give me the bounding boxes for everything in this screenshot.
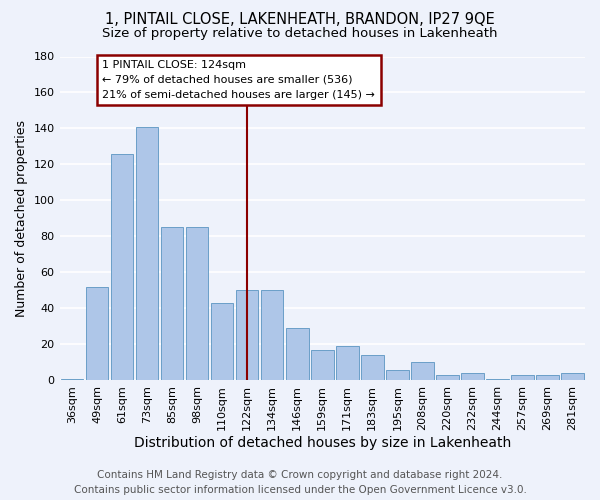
Bar — [436, 375, 458, 380]
Bar — [61, 378, 83, 380]
Bar — [236, 290, 259, 380]
Bar — [486, 378, 509, 380]
Text: 1, PINTAIL CLOSE, LAKENHEATH, BRANDON, IP27 9QE: 1, PINTAIL CLOSE, LAKENHEATH, BRANDON, I… — [105, 12, 495, 28]
Bar — [186, 228, 208, 380]
Text: Contains HM Land Registry data © Crown copyright and database right 2024.
Contai: Contains HM Land Registry data © Crown c… — [74, 470, 526, 495]
Bar — [86, 287, 109, 380]
Y-axis label: Number of detached properties: Number of detached properties — [15, 120, 28, 317]
Bar — [211, 303, 233, 380]
Bar — [136, 126, 158, 380]
Bar — [461, 374, 484, 380]
Bar — [261, 290, 283, 380]
Bar — [536, 375, 559, 380]
X-axis label: Distribution of detached houses by size in Lakenheath: Distribution of detached houses by size … — [134, 436, 511, 450]
Bar — [336, 346, 359, 380]
Text: 1 PINTAIL CLOSE: 124sqm
← 79% of detached houses are smaller (536)
21% of semi-d: 1 PINTAIL CLOSE: 124sqm ← 79% of detache… — [102, 60, 375, 100]
Text: Size of property relative to detached houses in Lakenheath: Size of property relative to detached ho… — [102, 28, 498, 40]
Bar — [161, 228, 184, 380]
Bar — [361, 356, 383, 380]
Bar — [561, 374, 584, 380]
Bar — [286, 328, 308, 380]
Bar — [386, 370, 409, 380]
Bar — [511, 375, 534, 380]
Bar — [311, 350, 334, 380]
Bar — [111, 154, 133, 380]
Bar — [411, 362, 434, 380]
